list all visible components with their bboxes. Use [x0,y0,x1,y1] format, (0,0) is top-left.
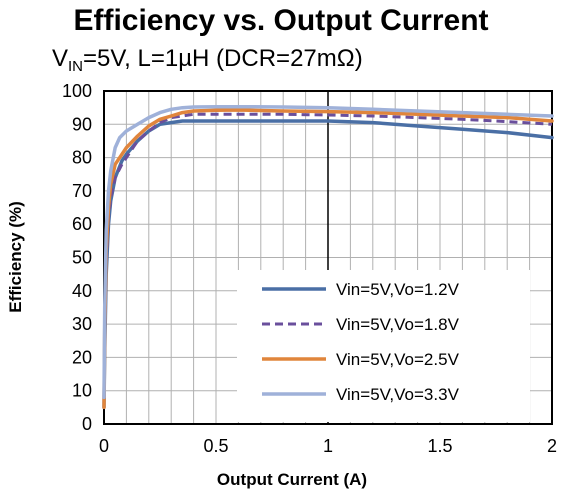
legend-box [237,270,530,422]
subtitle-subscript: IN [68,58,83,75]
legend-label: Vin=5V,Vo=1.2V [336,280,460,299]
legend-label: Vin=5V,Vo=2.5V [336,350,460,369]
y-tick-label: 30 [72,314,92,334]
series-line-4 [102,104,554,400]
legend-label: Vin=5V,Vo=1.8V [336,315,460,334]
subtitle-prefix: V [52,45,68,72]
x-tick-label: 2 [547,436,557,456]
y-tick-label: 50 [72,248,92,268]
y-tick-label: 90 [72,114,92,134]
legend-items: Vin=5V,Vo=1.2V Vin=5V,Vo=1.8V Vin=5V,Vo=2.… [262,280,460,404]
x-tick-label: 1.5 [427,436,452,456]
legend: Vin=5V,Vo=1.2V Vin=5V,Vo=1.8V Vin=5V,Vo=2.… [237,270,530,422]
y-tick-label: 20 [72,347,92,367]
y-tick-label: 80 [72,148,92,168]
subtitle-suffix: =5V, L=1µH (DCR=27mΩ) [83,45,363,72]
y-tick-label: 10 [72,381,92,401]
x-tick-label: 0.5 [203,436,228,456]
legend-label: Vin=5V,Vo=3.3V [336,385,460,404]
x-tick-label: 1 [323,436,333,456]
y-tick-label: 0 [82,414,92,434]
y-tick-label: 70 [72,181,92,201]
x-axis-label: Output Current (A) [217,470,367,489]
series-layer [102,104,554,410]
chart-title: Efficiency vs. Output Current [73,4,488,37]
y-tick-label: 40 [72,281,92,301]
chart-subtitle: VIN=5V, L=1µH (DCR=27mΩ) [52,45,363,75]
x-tick-label: 0 [99,436,109,456]
x-tick-labels: 0 0.5 1 1.5 2 [99,436,557,456]
y-tick-label: 60 [72,214,92,234]
y-axis-label: Efficiency (%) [6,201,25,312]
y-tick-label: 100 [62,81,92,101]
y-tick-labels: 0 10 20 30 40 50 60 70 80 90 100 [62,81,92,434]
